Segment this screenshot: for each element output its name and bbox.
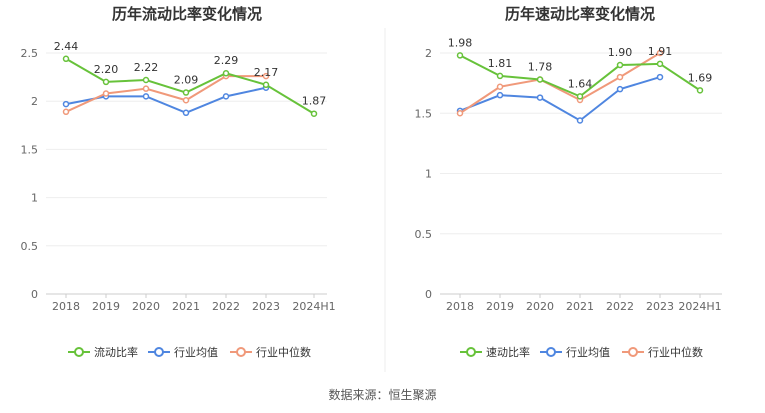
- data-point: [102, 78, 110, 86]
- data-point: [182, 89, 190, 96]
- x-tick-label: 2018: [52, 300, 80, 313]
- data-point: [182, 109, 190, 117]
- x-tick-label: 2024H1: [292, 300, 335, 313]
- y-tick-label: 2.5: [21, 47, 39, 60]
- y-tick-label: 0.5: [415, 228, 433, 241]
- data-point: [222, 93, 230, 100]
- y-tick-label: 1.5: [415, 107, 433, 120]
- data-point: [696, 87, 704, 94]
- data-label: 1.64: [568, 77, 593, 90]
- x-tick-label: 2021: [566, 300, 594, 313]
- y-tick-label: 2: [425, 47, 432, 60]
- data-point: [262, 72, 270, 80]
- data-point: [616, 73, 624, 81]
- data-point: [536, 76, 544, 83]
- data-point: [656, 49, 664, 57]
- data-label: 2.22: [134, 61, 159, 74]
- data-label: 1.81: [488, 57, 513, 70]
- y-tick-label: 2: [31, 95, 38, 108]
- x-tick-label: 2019: [486, 300, 514, 313]
- x-tick-label: 2024H1: [678, 300, 721, 313]
- x-tick-label: 2023: [252, 300, 280, 313]
- legend-label: 行业中位数: [256, 345, 311, 359]
- data-point: [222, 69, 230, 77]
- legend-marker: [154, 347, 164, 357]
- data-point: [262, 81, 270, 89]
- y-tick-label: 0: [425, 288, 432, 301]
- y-tick-label: 1: [31, 192, 38, 205]
- data-label: 1.98: [448, 36, 473, 49]
- x-tick-label: 2020: [526, 300, 554, 313]
- legend-marker: [74, 347, 84, 357]
- chart-title: 历年流动比率变化情况: [112, 5, 262, 23]
- data-point: [656, 73, 664, 81]
- legend-marker: [466, 347, 476, 357]
- data-point: [142, 85, 150, 92]
- chart-title: 历年速动比率变化情况: [505, 5, 655, 23]
- data-point: [536, 94, 544, 101]
- x-tick-label: 2018: [446, 300, 474, 313]
- data-point: [496, 72, 504, 80]
- data-source-text: 数据来源：恒生聚源: [328, 388, 437, 402]
- data-point: [576, 93, 584, 100]
- x-tick-label: 2022: [212, 300, 240, 313]
- series-line-industry-median: [459, 52, 661, 115]
- legend-label: 流动比率: [94, 345, 138, 359]
- data-point: [310, 110, 318, 117]
- data-point: [496, 83, 504, 90]
- y-tick-label: 1: [425, 168, 432, 181]
- data-point: [616, 85, 624, 93]
- y-tick-label: 0: [31, 288, 38, 301]
- data-label: 2.09: [174, 74, 199, 87]
- legend-marker: [546, 347, 556, 357]
- series-line-industry-mean: [65, 86, 267, 114]
- x-tick-label: 2023: [646, 300, 674, 313]
- data-point: [142, 93, 150, 100]
- x-tick-label: 2020: [132, 300, 160, 313]
- data-label: 2.17: [254, 66, 279, 79]
- data-point: [62, 108, 70, 116]
- data-point: [456, 110, 464, 117]
- legend-label: 行业中位数: [648, 345, 703, 359]
- data-label: 2.44: [54, 40, 79, 53]
- data-label: 1.91: [648, 45, 673, 58]
- legend-label: 速动比率: [486, 345, 530, 359]
- x-tick-label: 2022: [606, 300, 634, 313]
- data-point: [496, 91, 504, 99]
- y-tick-label: 1.5: [21, 143, 39, 156]
- data-label: 1.69: [688, 71, 713, 84]
- data-point: [102, 90, 110, 97]
- data-point: [62, 55, 70, 63]
- data-label: 2.20: [94, 63, 119, 76]
- legend-label: 行业均值: [174, 346, 218, 359]
- legend-label: 行业均值: [566, 346, 610, 359]
- data-point: [142, 76, 150, 84]
- data-label: 2.29: [214, 54, 239, 67]
- legend-marker: [628, 347, 638, 357]
- data-point: [616, 61, 624, 69]
- data-point: [656, 60, 664, 68]
- data-point: [456, 52, 464, 59]
- x-tick-label: 2019: [92, 300, 120, 313]
- series-line-industry-mean: [459, 76, 661, 122]
- data-point: [576, 117, 584, 124]
- data-label: 1.90: [608, 46, 633, 59]
- y-tick-label: 0.5: [21, 240, 39, 253]
- data-label: 1.78: [528, 61, 553, 74]
- data-label: 1.87: [302, 95, 327, 108]
- legend-marker: [236, 347, 246, 357]
- data-point: [62, 100, 70, 108]
- data-point: [182, 96, 190, 104]
- x-tick-label: 2021: [172, 300, 200, 313]
